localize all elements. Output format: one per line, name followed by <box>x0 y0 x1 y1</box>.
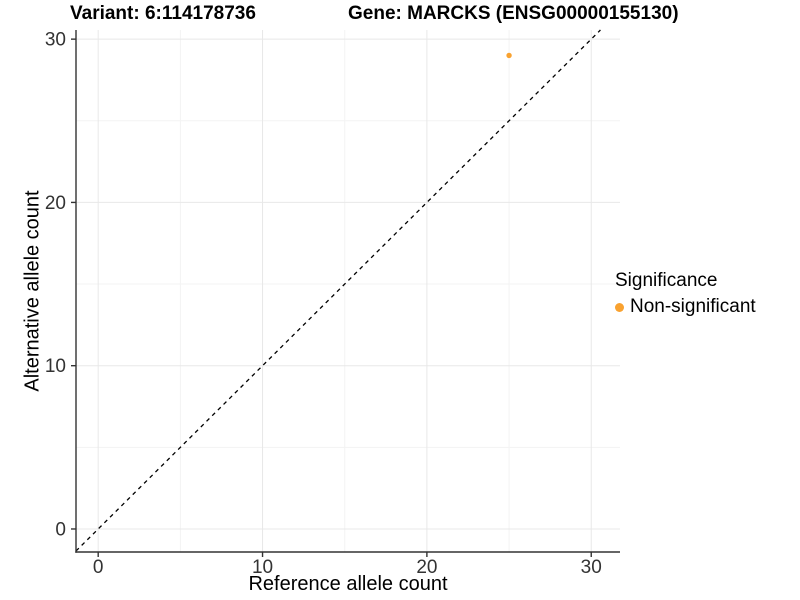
y-tick-label: 20 <box>45 193 66 214</box>
x-tick-label: 10 <box>252 557 273 578</box>
variant-title: Variant: 6:114178736 <box>70 3 256 24</box>
gene-title: Gene: MARCKS (ENSG00000155130) <box>348 3 679 24</box>
x-axis-title: Reference allele count <box>248 573 448 595</box>
identity-line <box>75 29 601 552</box>
data-point <box>506 52 512 59</box>
x-tick-label: 0 <box>93 557 104 578</box>
y-tick-label: 10 <box>45 356 66 377</box>
legend: Significance Non-significant <box>615 270 756 318</box>
legend-point-swatch <box>615 302 624 312</box>
legend-item: Non-significant <box>615 296 756 318</box>
y-axis-title: Alternative allele count <box>21 190 44 392</box>
legend-item-label: Non-significant <box>630 296 756 317</box>
x-tick-label: 20 <box>416 557 437 578</box>
legend-title: Significance <box>615 270 718 291</box>
y-tick-label: 0 <box>55 519 66 540</box>
x-tick-label: 30 <box>581 557 602 578</box>
y-tick-label: 30 <box>45 30 66 51</box>
